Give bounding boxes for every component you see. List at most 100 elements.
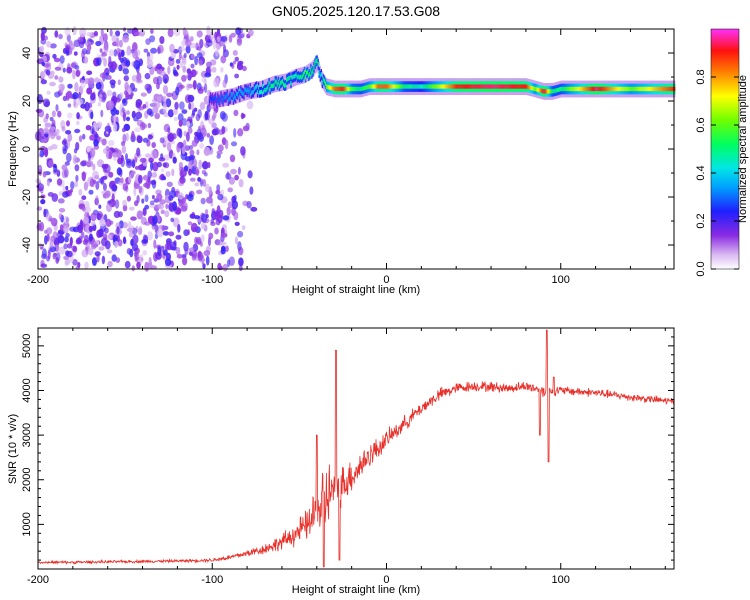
heatmap-ridge-core xyxy=(632,86,634,92)
heatmap-ridge-core xyxy=(278,83,281,88)
heatmap-noise-cell xyxy=(181,169,187,178)
heatmap-ridge-core xyxy=(521,84,523,89)
heatmap-noise-cell xyxy=(237,230,244,238)
heatmap-noise-cell xyxy=(133,186,137,197)
heatmap-noise-cell xyxy=(78,188,83,196)
heatmap-ridge-core xyxy=(477,84,479,89)
heatmap-ridge-core xyxy=(370,84,373,89)
heatmap-noise-cell xyxy=(178,84,185,89)
heatmap-noise-cell xyxy=(54,91,61,98)
heatmap-noise-cell xyxy=(93,138,99,147)
heatmap-noise-cell xyxy=(115,257,121,263)
heatmap-ridge-core xyxy=(664,86,666,92)
heatmap-noise-cell xyxy=(250,206,258,212)
heatmap-ridge-core xyxy=(457,84,459,89)
heatmap-ridge-core xyxy=(387,84,389,89)
heatmap-ridge-core xyxy=(408,84,410,89)
heatmap-noise-cell xyxy=(139,29,146,37)
heatmap-noise-cell xyxy=(177,192,184,200)
heatmap-noise-cell xyxy=(92,179,97,184)
heatmap-noise-cell xyxy=(57,198,65,204)
heatmap-noise-cell xyxy=(108,151,113,160)
heatmap-ridge-core xyxy=(612,86,614,92)
heatmap-noise-cell xyxy=(185,131,190,142)
heatmap-noise-cell xyxy=(88,225,94,232)
heatmap-noise-cell xyxy=(194,169,200,175)
heatmap-noise-cell xyxy=(220,66,224,73)
heatmap-ridge-core xyxy=(585,86,587,92)
heatmap-noise-cell xyxy=(217,193,224,201)
heatmap-noise-cell xyxy=(242,125,250,132)
heatmap-ridge-core xyxy=(528,85,531,90)
heatmap-noise-cell xyxy=(197,88,204,94)
heatmap-ridge-core xyxy=(410,84,412,89)
heatmap-noise-cell xyxy=(194,182,200,187)
heatmap-noise-cell xyxy=(47,146,54,151)
heatmap-noise-cell xyxy=(133,117,139,122)
heatmap-noise-cell xyxy=(194,236,198,245)
heatmap-ridge-core xyxy=(225,95,227,100)
heatmap-ridge-core xyxy=(567,86,569,92)
heatmap-noise-cell xyxy=(209,135,215,146)
heatmap-ridge-core xyxy=(291,75,293,80)
heatmap-ridge-core xyxy=(380,84,382,89)
heatmap-noise-cell xyxy=(200,197,206,205)
heatmap-ridge-core xyxy=(595,86,597,92)
heatmap-ridge-core xyxy=(547,89,549,94)
heatmap-noise-cell xyxy=(111,35,118,43)
heatmap-ridge-core xyxy=(427,84,429,89)
heatmap-noise-cell xyxy=(172,156,177,164)
heatmap-ridge-core xyxy=(671,86,674,92)
heatmap-noise-cell xyxy=(187,221,193,226)
heatmap-noise-cell xyxy=(121,127,126,133)
heatmap-ridge-core xyxy=(212,98,215,103)
heatmap-noise-cell xyxy=(213,111,217,119)
heatmap-noise-cell xyxy=(58,208,66,213)
y-tick-label: 2000 xyxy=(21,467,33,491)
heatmap-ridge-core xyxy=(627,86,629,92)
heatmap-ridge-core xyxy=(277,79,280,85)
heatmap-ridge-core xyxy=(281,79,284,84)
heatmap-ridge-core xyxy=(474,84,476,89)
heatmap-noise-cell xyxy=(189,213,196,219)
heatmap-ridge-core xyxy=(338,86,340,92)
heatmap-ridge-core xyxy=(312,69,314,74)
heatmap-ridge-core xyxy=(648,86,651,92)
heatmap-noise-cell xyxy=(237,166,241,175)
heatmap-noise-cell xyxy=(134,165,140,170)
heatmap-noise-cell xyxy=(175,207,182,215)
heatmap-ridge-core xyxy=(625,86,628,92)
heatmap-noise-cell xyxy=(98,228,104,238)
heatmap-noise-cell xyxy=(132,87,138,93)
heatmap-noise-cell xyxy=(40,79,47,85)
heatmap-noise-cell xyxy=(182,65,187,73)
heatmap-ridge-core xyxy=(392,84,395,89)
heatmap-noise-cell xyxy=(122,199,127,207)
heatmap-ridge-core xyxy=(483,84,486,89)
heatmap-noise-cell xyxy=(204,110,209,121)
heatmap-ridge-core xyxy=(239,94,241,99)
heatmap-noise-cell xyxy=(128,221,132,230)
heatmap-ridge-core xyxy=(265,88,267,93)
heatmap-noise-cell xyxy=(150,149,158,160)
snr-plot-area xyxy=(38,328,674,569)
heatmap-noise-cell xyxy=(198,159,203,170)
heatmap-ridge-core xyxy=(594,86,596,92)
heatmap-noise-cell xyxy=(95,180,100,190)
heatmap-noise-cell xyxy=(129,172,134,179)
heatmap-noise-cell xyxy=(125,49,132,56)
heatmap-noise-cell xyxy=(157,47,161,55)
heatmap-ridge-core xyxy=(227,98,229,103)
heatmap-noise-cell xyxy=(51,110,56,118)
heatmap-noise-cell xyxy=(68,40,73,46)
heatmap-noise-cell xyxy=(174,28,181,37)
heatmap-noise-cell xyxy=(40,71,47,79)
heatmap-noise-cell xyxy=(136,135,143,144)
heatmap-ridge-core xyxy=(486,84,489,89)
heatmap-noise-cell xyxy=(89,147,96,158)
heatmap-ridge-core xyxy=(578,86,581,92)
heatmap-noise-cell xyxy=(181,74,187,82)
heatmap-ridge-core xyxy=(381,84,383,89)
heatmap-noise-cell xyxy=(135,79,143,84)
heatmap-noise-cell xyxy=(236,38,243,46)
